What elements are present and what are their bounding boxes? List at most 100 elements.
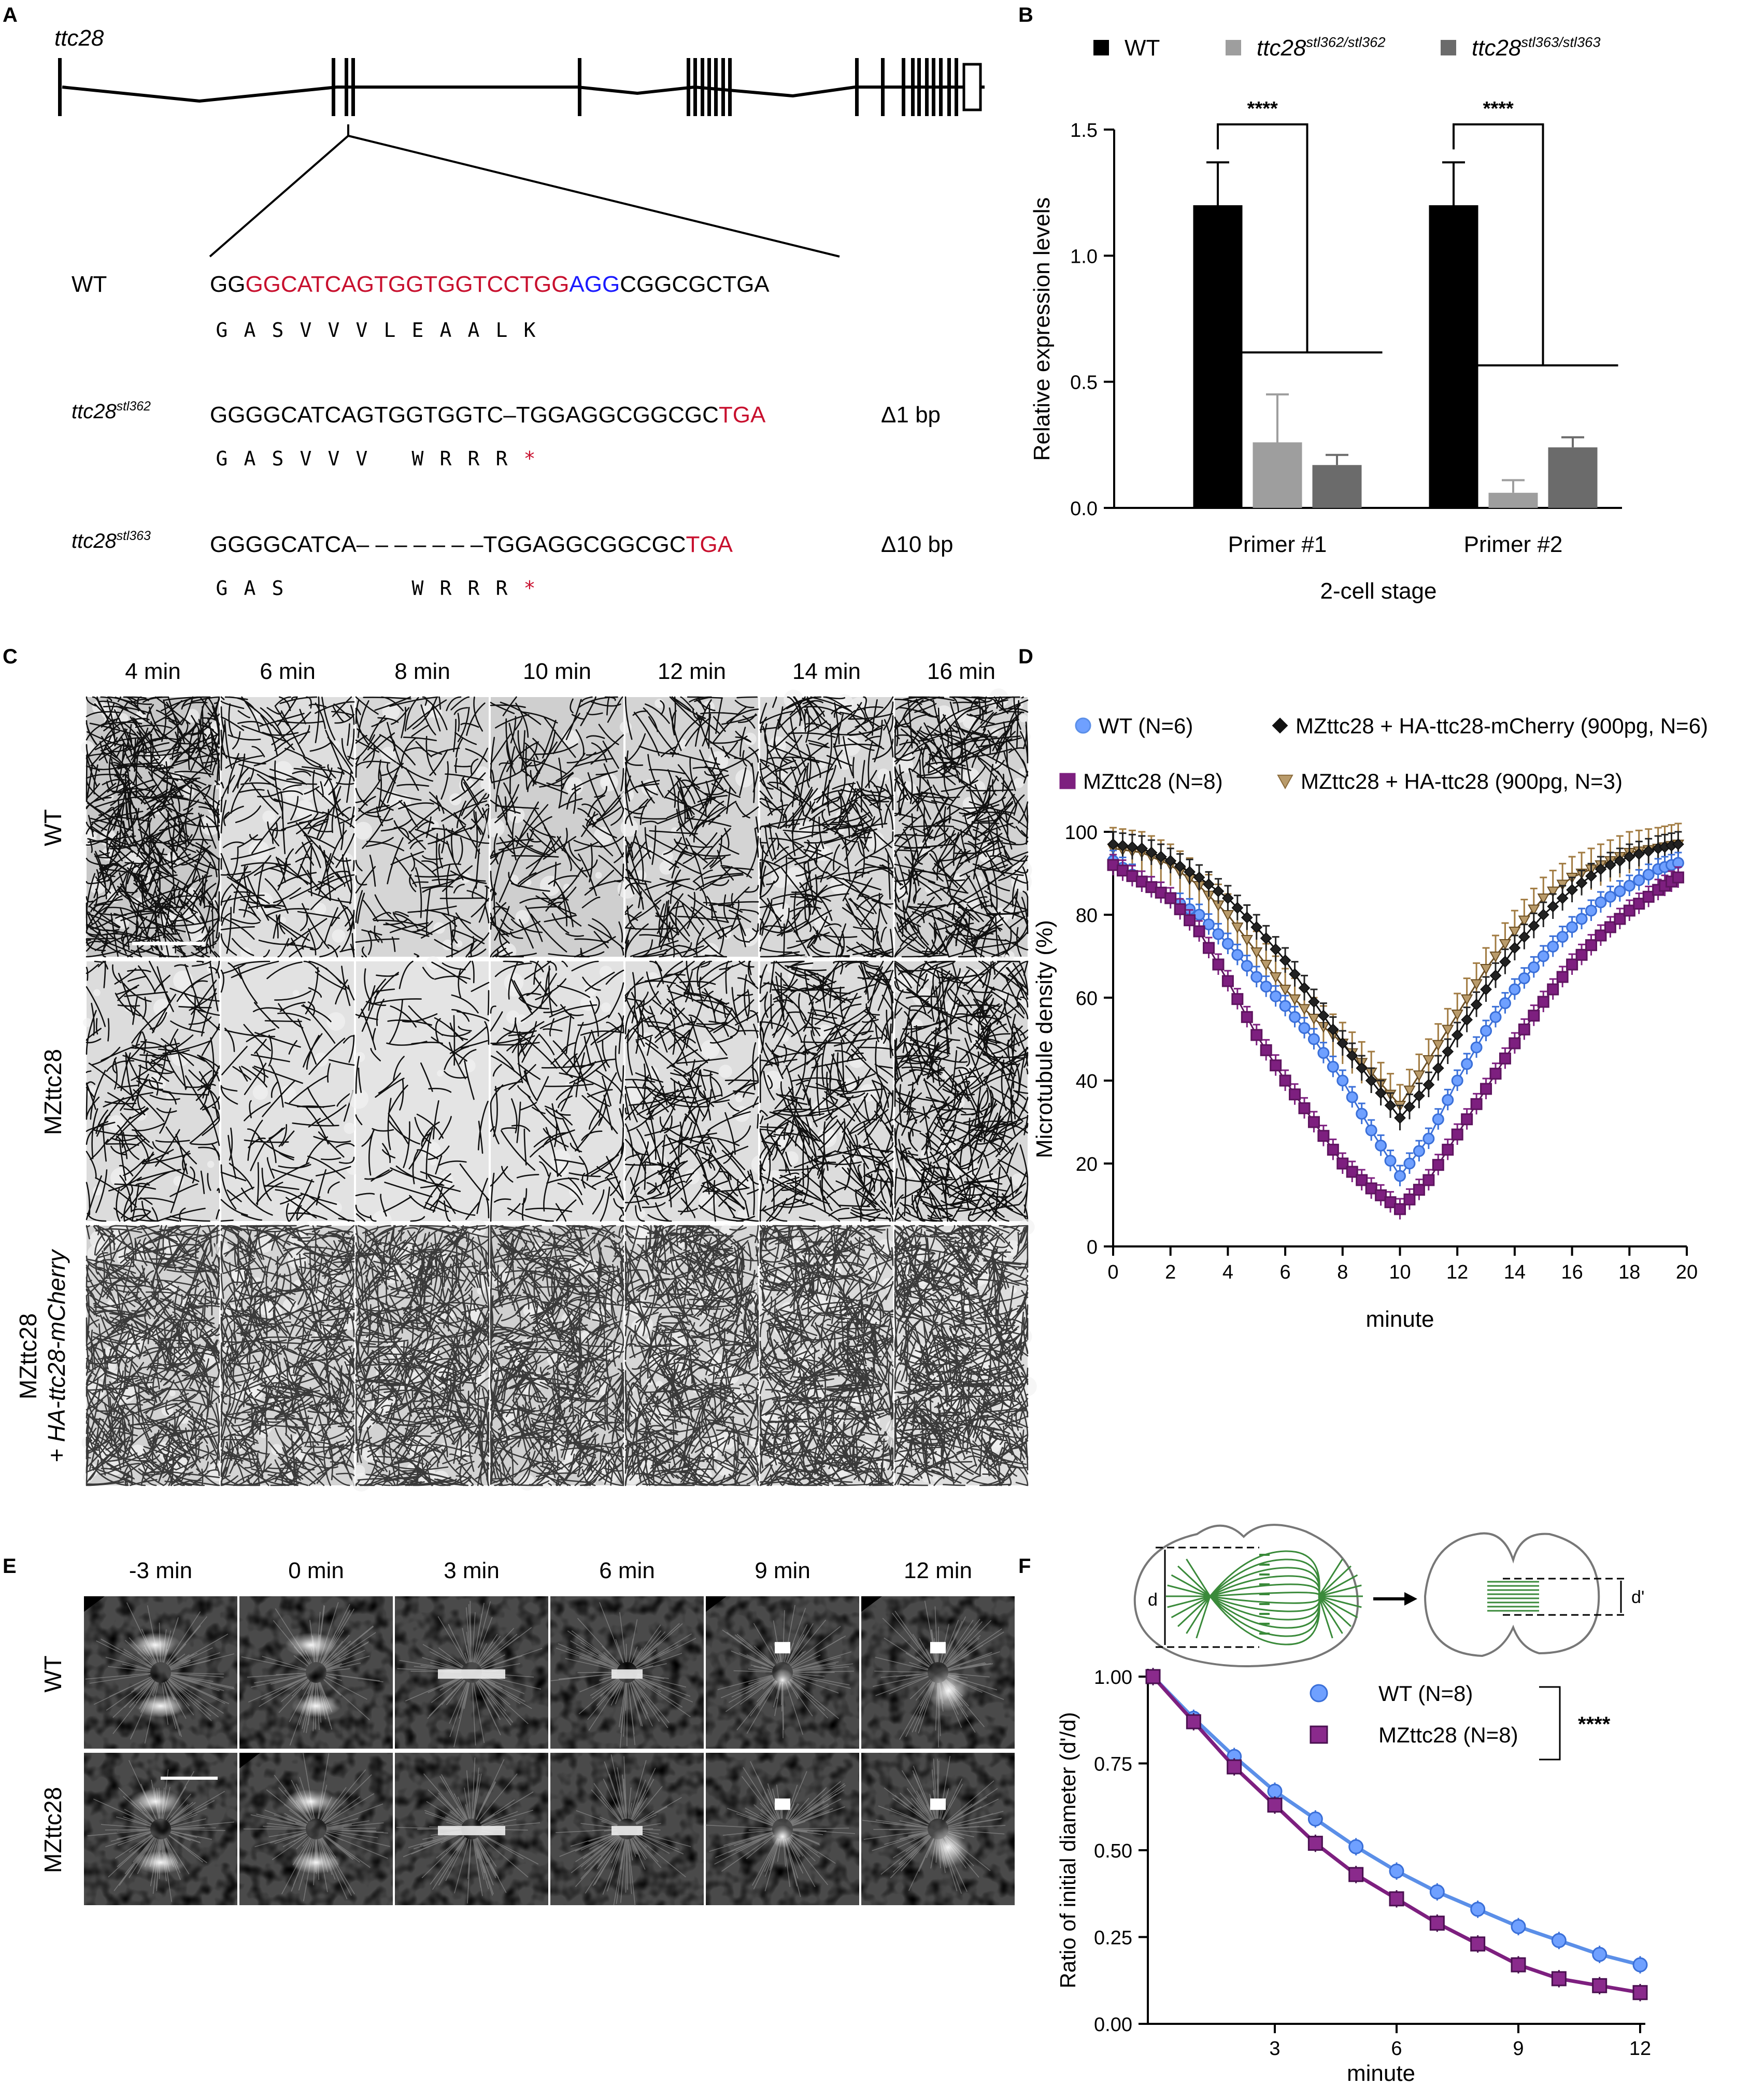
x-tick-label: 10 — [1389, 1261, 1411, 1283]
data-point — [1499, 939, 1512, 951]
spindle-tile — [239, 1596, 393, 1749]
data-point — [1604, 890, 1616, 903]
data-point — [1346, 1166, 1358, 1178]
x-tick-label: 2 — [1165, 1261, 1176, 1283]
spindle-tile — [550, 1596, 704, 1749]
data-point — [1547, 900, 1559, 913]
legend-marker-3 — [1277, 774, 1293, 790]
amino-acid: S — [272, 447, 284, 470]
row-label-wt: WT — [39, 1655, 66, 1693]
data-point — [1250, 971, 1263, 983]
data-point — [1470, 1098, 1483, 1110]
data-point — [1241, 935, 1253, 946]
x-tick-label: 0 — [1107, 1261, 1118, 1283]
y-tick-label: 1.0 — [1070, 246, 1098, 267]
exon-9 — [707, 58, 711, 116]
data-point — [1556, 880, 1569, 891]
data-point — [1145, 1669, 1161, 1684]
legend-marker-1 — [1272, 717, 1288, 734]
data-point — [1193, 871, 1205, 884]
panel-c-label: C — [3, 645, 18, 668]
data-point — [1155, 850, 1167, 863]
data-point — [1556, 971, 1569, 983]
bar-0-2 — [1312, 465, 1362, 508]
microtubule-fibres — [894, 960, 1029, 1222]
series-2 — [1107, 831, 1684, 1130]
data-point — [1461, 1113, 1473, 1126]
data-point — [1442, 1045, 1454, 1058]
data-point — [1518, 1023, 1530, 1036]
legend-label-0: WT (N=8) — [1378, 1681, 1473, 1706]
tile-corner — [861, 1596, 882, 1612]
x-tick-label: 20 — [1676, 1261, 1698, 1283]
significance-stars: **** — [1578, 1713, 1611, 1736]
data-point — [1528, 904, 1540, 916]
amino-acid: V — [356, 447, 368, 470]
data-point — [1336, 1074, 1349, 1087]
data-point — [1518, 972, 1530, 985]
time-label-1: 0 min — [288, 1558, 344, 1583]
data-point — [1480, 1025, 1492, 1037]
legend-label-2: ttc28stl363/stl363 — [1472, 34, 1600, 61]
data-point — [1117, 840, 1129, 852]
data-point — [1267, 1783, 1283, 1799]
data-point — [1432, 1113, 1444, 1126]
data-point — [1241, 960, 1253, 972]
data-point — [1384, 1099, 1397, 1112]
data-point — [1317, 1047, 1330, 1059]
data-point — [1451, 1029, 1463, 1041]
x-tick-label: 16 — [1561, 1261, 1583, 1283]
data-point — [1348, 1867, 1364, 1882]
bright-spot — [930, 1798, 946, 1810]
legend-label-3: MZttc28 + HA-ttc28 (900pg, N=3) — [1301, 769, 1623, 793]
data-point — [1480, 983, 1492, 996]
data-point — [1470, 1041, 1483, 1054]
data-point — [1317, 1010, 1330, 1022]
centrosome-glow — [130, 1789, 181, 1814]
data-point — [1375, 1139, 1387, 1152]
amino-acid: A — [440, 319, 452, 342]
midbody-band — [611, 1826, 643, 1836]
tile-texture — [861, 1596, 1015, 1749]
exon-8 — [701, 58, 704, 116]
x-axis-label: minute — [1347, 2061, 1415, 2085]
data-point — [1632, 1957, 1648, 1973]
data-point — [1642, 845, 1655, 857]
data-point — [1442, 1025, 1454, 1036]
x-tick-label: 12 — [1446, 1261, 1468, 1283]
centrosome-glow — [130, 1633, 181, 1658]
microtubule-fibres — [759, 696, 894, 958]
amino-acid: V — [300, 447, 312, 470]
data-point — [1432, 1159, 1444, 1171]
data-point — [1231, 902, 1244, 914]
row-label-rescue-sub: + HA-ttc28-mCherry — [43, 1249, 70, 1463]
microtubule-fibres — [220, 960, 355, 1222]
data-point — [1308, 996, 1320, 1008]
centrosome-glow — [285, 1789, 337, 1814]
exon-11 — [721, 58, 725, 116]
gene-name: ttc28 — [54, 25, 104, 51]
spindle-fibres-left — [1166, 1550, 1363, 1646]
microtubule-fibres — [624, 1225, 759, 1486]
data-point — [1174, 903, 1186, 915]
data-point — [1575, 877, 1588, 889]
exon-19 — [932, 58, 935, 116]
series-1 — [1145, 1668, 1648, 2002]
microtubule-fibres — [220, 696, 355, 958]
nucleus-glow — [771, 1668, 794, 1692]
microtubule-fibres — [355, 696, 490, 958]
data-point — [1307, 1116, 1320, 1128]
data-point — [1279, 1074, 1291, 1087]
data-point — [1365, 1124, 1377, 1137]
data-point — [1566, 921, 1578, 933]
microtubule-fibres — [759, 1225, 894, 1486]
dna-sequence-0: GGGGCATCAGTGGTGGTCCTGGAGGCGGCGCTGA — [210, 272, 770, 297]
amino-acid: * — [524, 447, 536, 470]
spindle-tile — [239, 1752, 393, 1905]
legend-marker-0 — [1075, 717, 1091, 734]
data-point — [1442, 1094, 1454, 1106]
data-point — [1394, 1112, 1406, 1124]
data-point — [1298, 1004, 1311, 1015]
